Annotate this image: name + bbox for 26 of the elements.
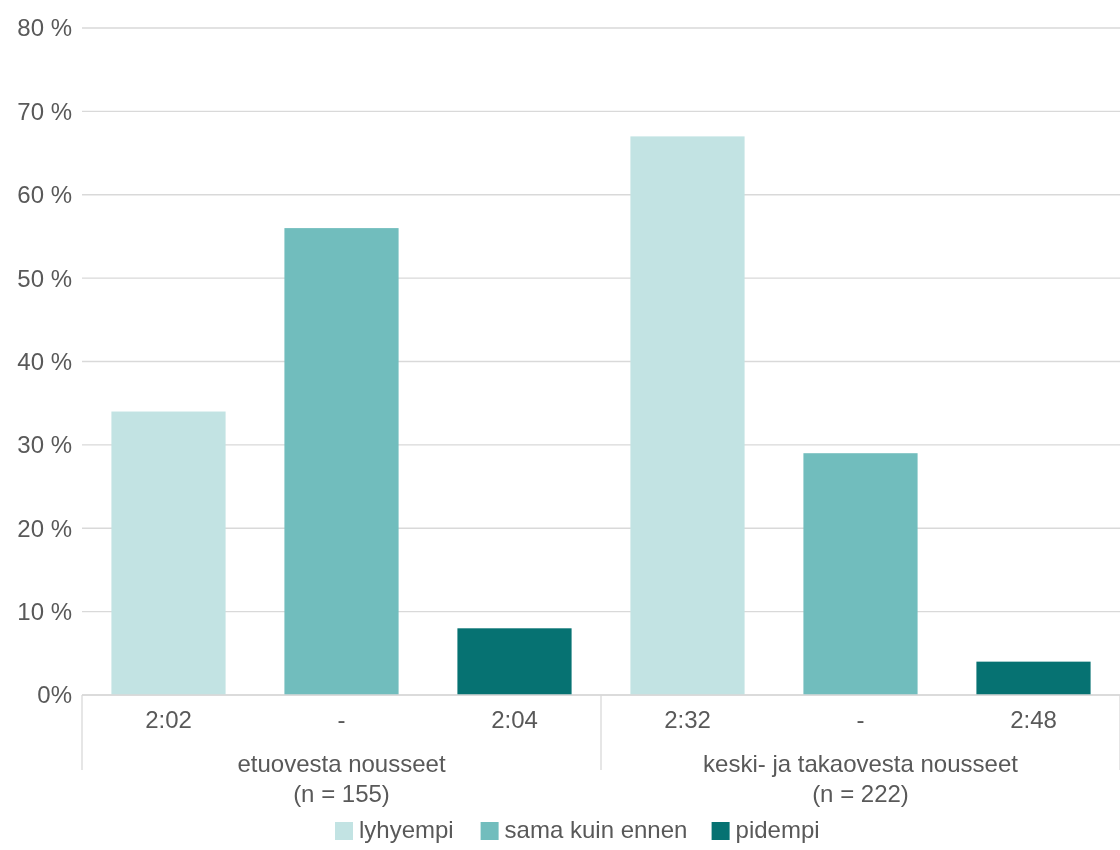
y-tick-label: 70 % [17,97,72,125]
y-tick-label: 80 % [17,14,72,42]
bar [457,628,572,695]
y-tick-label: 30 % [17,431,72,459]
text: etuovesta nousseet (n = 155) [237,750,446,807]
x-tick-label: 2:04 [491,706,538,733]
legend-label: sama kuin ennen [504,816,688,843]
bar [111,411,226,695]
text: keski- ja takaovesta nousseet (n = 222) [703,750,1019,807]
y-tick-label: 60 % [17,181,72,209]
y-tick-label: 50 % [17,264,72,292]
bar [976,661,1091,695]
y-tick-label: 0% [37,681,72,709]
bar [803,453,918,695]
x-tick-label: - [856,706,865,733]
x-tick-label: - [337,706,346,733]
y-tick-label: 10 % [17,598,72,626]
y-tick-label: 20 % [17,514,72,542]
bar [284,228,399,695]
y-tick-label: 40 % [17,347,72,375]
x-tick-label: 2:02 [145,706,192,733]
legend-label: pidempi [735,816,820,843]
bar [630,136,745,695]
legend-label: lyhyempi [359,816,454,843]
x-tick-label: 2:32 [664,706,711,733]
x-tick-label: 2:48 [1010,706,1057,733]
